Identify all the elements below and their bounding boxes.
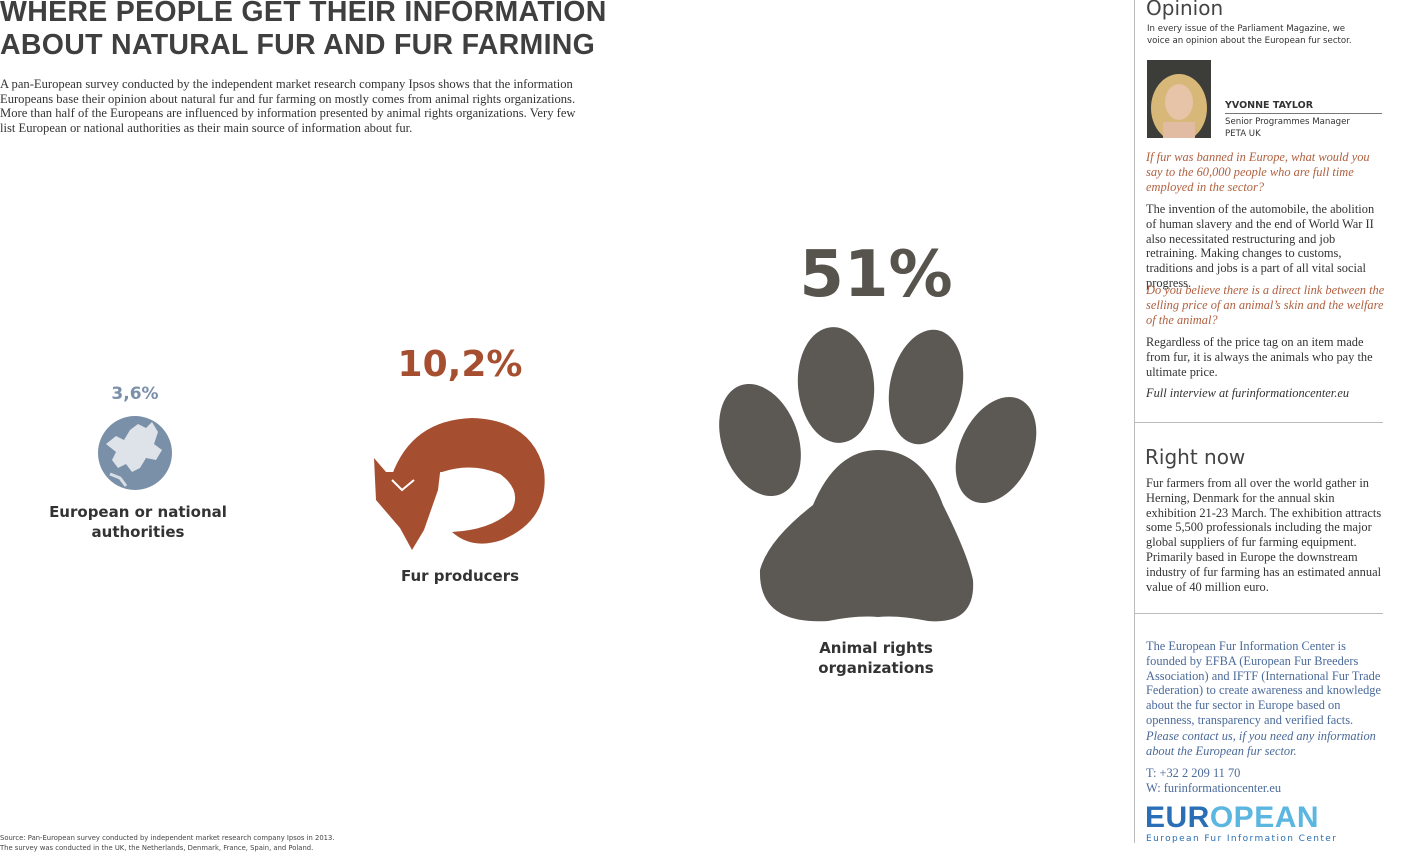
globe-icon (98, 416, 172, 490)
source: Source: Pan-European survey conducted by… (0, 834, 334, 853)
right-now-title: Right now (1145, 445, 1246, 469)
opinion-title: Opinion (1146, 0, 1224, 20)
role-line: Senior Programmes Manager (1225, 117, 1350, 127)
fox-icon (374, 418, 545, 550)
person-name: YVONNE TAYLOR (1225, 100, 1382, 114)
source-line: Source: Pan-European survey conducted by… (0, 834, 335, 842)
about-text: The European Fur Information Center is f… (1146, 639, 1381, 727)
divider (1135, 422, 1383, 423)
stat-value: 3,6% (111, 384, 159, 404)
contact-text: Please contact us, if you need any infor… (1146, 729, 1376, 758)
phone: T: +32 2 209 11 70 (1146, 766, 1241, 780)
portrait (1147, 60, 1211, 138)
stat-label: European or national authorities (49, 503, 227, 541)
question: Do you believe there is a direct link be… (1146, 283, 1385, 327)
person-role: Senior Programmes Manager PETA UK (1225, 117, 1350, 140)
stat-label: Fur producers (400, 567, 520, 585)
logo-part: OPEAN (1209, 801, 1320, 834)
source-line: The survey was conducted in the UK, the … (0, 843, 314, 852)
role-line: PETA UK (1225, 128, 1261, 139)
logo: EUROPEAN (1145, 802, 1319, 834)
answer: The invention of the automobile, the abo… (1146, 202, 1375, 290)
stat-value: 10,2% (397, 344, 523, 385)
logo-subtitle: European Fur Information Center (1146, 834, 1338, 844)
right-now-text: Fur farmers from all over the world gath… (1146, 476, 1382, 594)
stat-label: Animal rights organizations (818, 639, 934, 677)
interview-link: Full interview at furinformationcenter.e… (1146, 386, 1350, 400)
paw-icon (719, 327, 1037, 622)
question: If fur was banned in Europe, what would … (1146, 150, 1370, 194)
title: WHERE PEOPLE GET THEIR INFORMATION ABOUT … (0, 0, 607, 62)
opinion-intro: In every issue of the Parliament Magazin… (1147, 24, 1352, 46)
title-line: ABOUT NATURAL FUR AND FUR FARMING (0, 29, 596, 61)
title-line: WHERE PEOPLE GET THEIR INFORMATION (0, 0, 607, 28)
stat-value: 51% (799, 238, 953, 312)
answer: Regardless of the price tag on an item m… (1146, 335, 1373, 379)
divider (1134, 0, 1135, 843)
divider (1135, 613, 1383, 614)
logo-part: EUR (1145, 801, 1210, 834)
intro: A pan-European survey conducted by the i… (0, 77, 576, 136)
web: W: furinformationcenter.eu (1146, 781, 1282, 795)
